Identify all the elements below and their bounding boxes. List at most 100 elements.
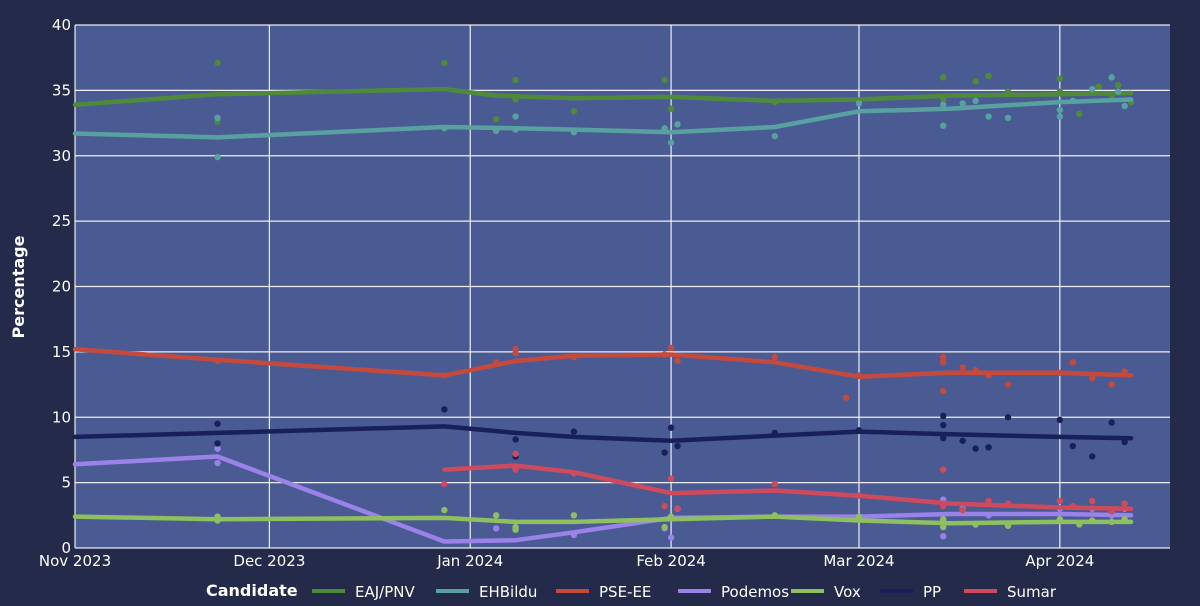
poll-point [959,437,966,444]
poll-point [512,436,519,443]
series-sumar [441,450,1134,515]
poll-point [1121,500,1128,507]
poll-point [1108,381,1115,388]
poll-point [972,97,979,105]
series-layer [72,59,1135,544]
poll-point [1076,110,1083,118]
poll-point [972,445,979,452]
poll-point [1089,374,1096,382]
poll-point [940,74,947,81]
poll-point [667,139,675,146]
poll-point [441,480,448,488]
legend-item-label: PSE-EE [599,583,651,601]
poll-point [570,512,578,519]
poll-point [492,512,500,519]
trend-line [72,424,1134,444]
poll-point [1069,359,1077,366]
poll-point [940,353,947,361]
poll-point [1056,497,1064,505]
poll-point [214,114,221,122]
poll-point [667,344,675,352]
poll-point [667,534,675,541]
poll-point [441,59,448,67]
poll-point [959,100,966,107]
poll-point [940,523,947,531]
poll-point [972,78,979,85]
legend-item-label: Sumar [1007,583,1057,601]
poll-point [940,434,947,442]
poll-point [940,533,947,540]
poll-point [1108,74,1115,81]
y-tick-label: 5 [61,474,71,492]
poll-point [512,349,519,357]
x-tick-label: Nov 2023 [39,552,111,570]
x-tick-label: Feb 2024 [636,552,706,570]
poll-point [1114,88,1122,95]
poll-point [661,502,668,510]
y-tick-label: 25 [52,212,71,230]
poll-point [1004,414,1012,421]
poll-point [441,506,448,514]
legend-item-label: Podemos [721,583,789,601]
poll-point [1056,113,1064,120]
poll-point [985,113,992,120]
poll-point [214,459,221,467]
poll-point [1089,85,1096,93]
poll-point [570,428,578,435]
x-tick-label: Dec 2023 [233,552,305,570]
y-tick-label: 20 [52,278,71,296]
y-tick-label: 0 [61,539,71,557]
poll-point [959,364,966,371]
poll-point [214,420,221,427]
poll-point [1095,83,1102,90]
poll-point [940,466,947,473]
y-tick-label: 10 [52,408,71,426]
legend-item-label: PP [923,583,941,601]
poll-point [570,108,578,115]
y-tick-label: 15 [52,343,71,361]
poll-point [674,442,681,450]
poll-point [674,121,681,128]
poll-point [771,132,778,140]
poll-point [855,100,863,107]
poll-point [512,76,519,84]
poll-point [771,480,778,488]
x-axis-ticks: Nov 2023 Dec 2023 Jan 2024 Feb 2024 Mar 2024… [39,552,1094,570]
y-axis-title: Percentage [9,235,28,338]
series-eaj-pnv [72,59,1135,125]
poll-point [1108,419,1115,426]
legend: Candidate EAJ/PNV EHBildu PSE-EE Podemos Vox… [206,581,1057,601]
trend-line [72,514,1134,526]
poll-point [214,445,221,452]
poll-point [940,359,947,366]
series-ehbildu [72,74,1134,161]
poll-point [512,526,519,533]
poll-point [492,525,500,532]
x-tick-label: Jan 2024 [436,552,503,570]
poll-point [1069,442,1077,450]
poll-point [667,105,675,112]
poll-point [214,59,221,67]
y-tick-label: 35 [52,81,71,99]
poll-point [1004,381,1012,388]
poll-point [842,394,850,401]
poll-point [940,387,947,395]
legend-item-label: EHBildu [479,583,537,601]
y-axis-ticks: 0 5 10 15 20 25 30 35 40 [52,16,71,557]
poll-point [674,357,681,365]
series-pse-ee [72,344,1134,401]
poll-point [940,122,947,129]
poll-point [441,406,448,413]
legend-item-label: Vox [834,583,861,601]
series-vox [72,506,1134,533]
trend-line [72,97,1134,140]
trend-line [72,86,1134,108]
poll-point [1114,81,1122,89]
poll-point [985,497,992,505]
poll-point [512,450,519,458]
x-tick-label: Mar 2024 [823,552,894,570]
poll-point [661,449,668,456]
poll-point [667,475,675,482]
poll-point [940,101,947,108]
